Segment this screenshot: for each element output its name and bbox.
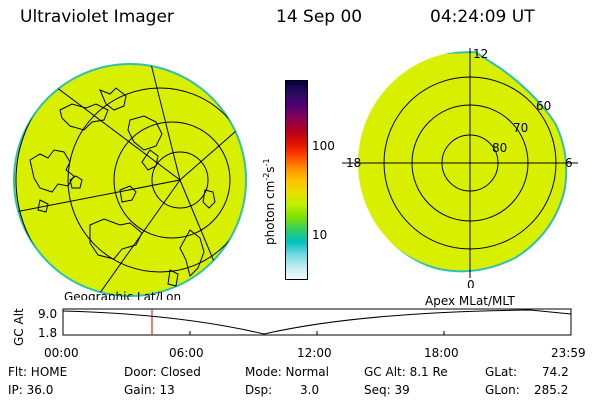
mlt-6-label: 6 xyxy=(565,156,573,170)
orbit-x-ticks xyxy=(189,331,445,335)
mlt-18-label: 18 xyxy=(346,156,361,170)
geographic-map: Geographic Lat/Lon xyxy=(13,63,247,300)
mlat-60-label: 60 xyxy=(536,99,551,113)
colorbar-unit-label: photon cm-2s-1 xyxy=(262,158,277,245)
mlat-70-label: 70 xyxy=(513,121,528,135)
orbit-altitude-curve xyxy=(62,309,572,335)
orbit-ylabel: GC Alt xyxy=(12,308,26,346)
orbit-xtick-4: 23:59 xyxy=(551,346,586,360)
mode-value: Mode: Normal xyxy=(245,365,329,379)
mlat-80-label: 80 xyxy=(492,141,507,155)
geo-coastlines xyxy=(29,87,216,287)
glon-value: 285.2 xyxy=(534,383,569,397)
door-status: Door: Closed xyxy=(124,365,201,379)
flight-status: Flt: HOME xyxy=(8,365,68,379)
orbit-ytick-bottom: 1.8 xyxy=(38,326,58,340)
dsp-label: Dsp: xyxy=(245,383,273,397)
gc-alt-value: GC Alt: 8.1 Re xyxy=(364,365,448,379)
colorbar-tick-10: 10 xyxy=(312,228,328,242)
glat-label: GLat: xyxy=(485,365,518,379)
time-label: 04:24:09 UT xyxy=(430,7,535,27)
glon-label: GLon: xyxy=(485,383,520,397)
apex-label: Apex MLat/MLT xyxy=(425,294,515,308)
colorbar-tick-100: 100 xyxy=(312,139,335,153)
orbit-plot xyxy=(62,308,572,336)
apex-grid xyxy=(342,48,578,278)
mlt-0-label: 0 xyxy=(467,278,475,288)
seq-value: Seq: 39 xyxy=(364,383,410,397)
orbit-xtick-0: 00:00 xyxy=(44,346,79,360)
instrument-title: Ultraviolet Imager xyxy=(20,7,174,27)
color-bar xyxy=(285,80,308,280)
apex-map: 12 18 6 0 60 70 80 xyxy=(342,48,578,288)
date-label: 14 Sep 00 xyxy=(276,7,363,27)
dsp-value: 3.0 xyxy=(300,383,320,397)
orbit-xtick-2: 12:00 xyxy=(297,346,332,360)
geo-grid xyxy=(14,64,246,296)
orbit-ytick-top: 9.0 xyxy=(38,307,58,321)
gain-value: Gain: 13 xyxy=(124,383,175,397)
geographic-label: Geographic Lat/Lon xyxy=(64,290,181,300)
ip-value: IP: 36.0 xyxy=(8,383,54,397)
orbit-xtick-3: 18:00 xyxy=(424,346,459,360)
orbit-xtick-1: 06:00 xyxy=(169,346,204,360)
glat-value: 74.2 xyxy=(542,365,569,379)
geo-image-disc xyxy=(13,63,247,297)
mlt-12-label: 12 xyxy=(473,48,488,61)
